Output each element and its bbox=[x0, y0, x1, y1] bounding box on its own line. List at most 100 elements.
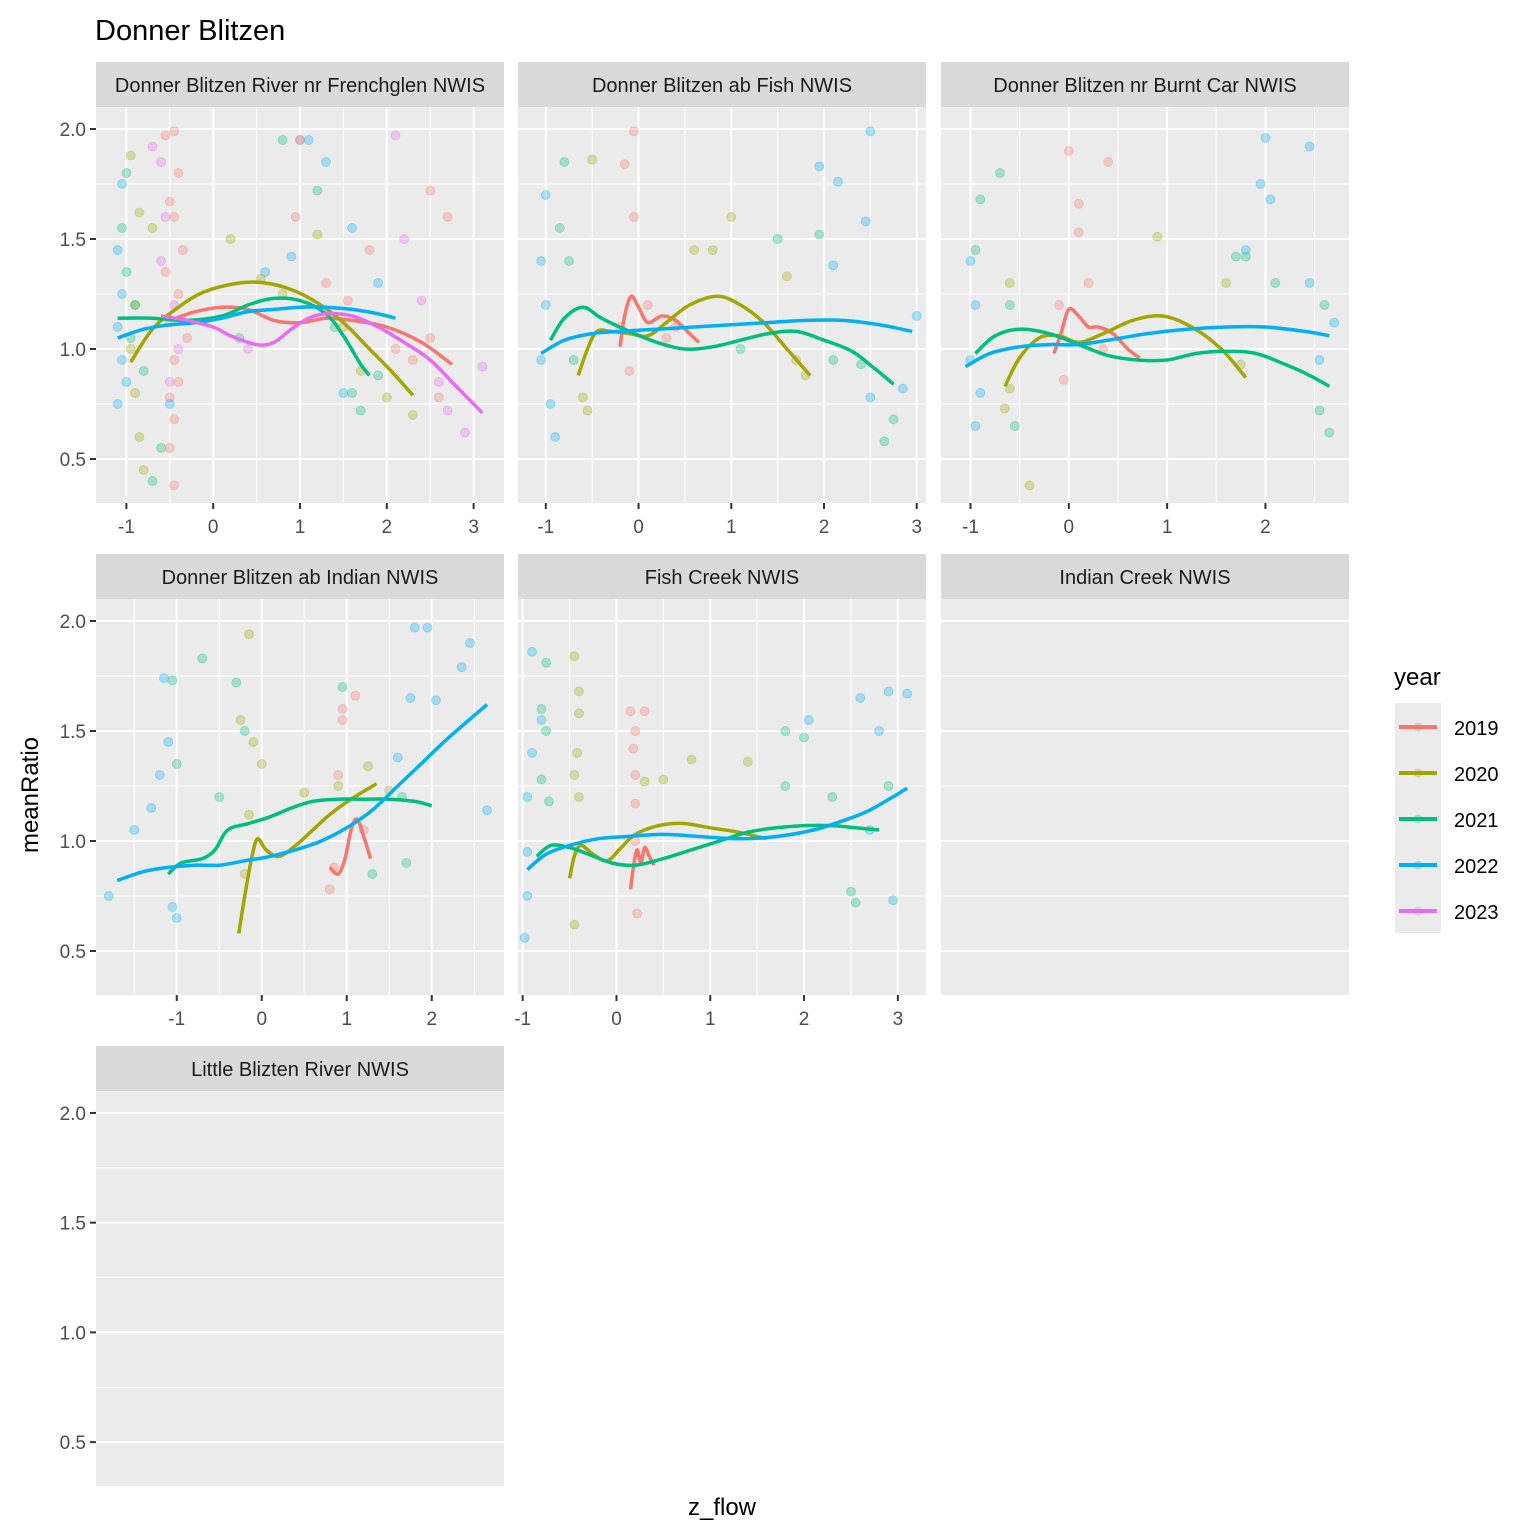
data-point-2021 bbox=[994, 168, 1005, 178]
facet-strip bbox=[96, 62, 504, 107]
facet-panel: Donner Blitzen ab Indian NWIS 0.5 1.0 1.5 2.… bbox=[60, 554, 504, 1030]
smooth-line-2022 bbox=[116, 703, 489, 883]
data-point-2019 bbox=[661, 333, 672, 343]
data-point-2019 bbox=[625, 706, 636, 717]
data-point-2019 bbox=[628, 126, 639, 137]
data-point-2022 bbox=[522, 792, 533, 802]
data-point-2020 bbox=[569, 651, 580, 662]
x-tick-label: 3 bbox=[893, 1009, 904, 1030]
smooth-line-2022 bbox=[540, 318, 913, 355]
data-point-2022 bbox=[536, 256, 547, 266]
facet-strip bbox=[941, 554, 1349, 599]
data-point-2020 bbox=[573, 708, 584, 719]
panel-background bbox=[941, 599, 1349, 995]
data-point-2020 bbox=[407, 410, 418, 420]
data-point-2019 bbox=[407, 355, 418, 365]
data-point-2022 bbox=[1304, 141, 1315, 152]
smooth-line-2020 bbox=[567, 821, 767, 879]
data-point-2020 bbox=[125, 150, 136, 161]
chart-title: Donner Blitzen bbox=[95, 15, 285, 47]
data-point-2022 bbox=[814, 161, 825, 172]
x-tick-label: 0 bbox=[1064, 517, 1075, 538]
panel-background bbox=[518, 599, 926, 995]
data-point-2019 bbox=[1103, 157, 1114, 167]
facet-strip bbox=[96, 1046, 504, 1091]
facet-panel: Donner Blitzen ab Fish NWIS -1 0 1 2 3 bbox=[518, 62, 926, 538]
data-point-2022 bbox=[536, 355, 547, 365]
y-tick-label: 0.5 bbox=[60, 450, 86, 471]
data-point-2020 bbox=[138, 465, 149, 475]
data-point-2020 bbox=[1024, 480, 1035, 491]
smooth-line-2020 bbox=[237, 782, 378, 934]
facet-panel: Indian Creek NWIS bbox=[941, 554, 1349, 995]
data-point-2020 bbox=[147, 223, 158, 233]
data-point-2020 bbox=[130, 388, 141, 398]
data-point-2019 bbox=[630, 770, 641, 780]
data-point-2021 bbox=[156, 443, 167, 453]
data-point-2023 bbox=[295, 135, 305, 145]
x-tick-label: 2 bbox=[799, 1009, 810, 1030]
data-point-2022 bbox=[422, 622, 433, 633]
x-axis-title: z_flow bbox=[688, 1494, 757, 1521]
data-point-2021 bbox=[780, 726, 791, 736]
x-tick-label: 3 bbox=[911, 517, 922, 538]
data-point-2022 bbox=[865, 392, 876, 403]
data-point-2021 bbox=[564, 256, 574, 266]
data-point-2023 bbox=[173, 344, 184, 354]
data-point-2022 bbox=[855, 693, 866, 703]
data-point-2020 bbox=[569, 919, 580, 930]
data-point-2021 bbox=[401, 858, 412, 868]
data-point-2022 bbox=[970, 421, 981, 431]
data-point-2022 bbox=[1265, 194, 1276, 205]
data-point-2022 bbox=[482, 805, 492, 816]
facet-strip-label: Donner Blitzen River nr Frenchglen NWIS bbox=[115, 75, 485, 97]
x-tick-label: 1 bbox=[705, 1009, 716, 1030]
data-point-2020 bbox=[134, 207, 145, 218]
x-tick-label: 0 bbox=[611, 1009, 622, 1030]
data-point-2020 bbox=[572, 748, 583, 758]
data-point-2022 bbox=[373, 278, 384, 288]
data-point-2019 bbox=[1083, 278, 1094, 288]
data-point-2019 bbox=[160, 267, 171, 277]
data-point-2021 bbox=[1230, 251, 1241, 262]
data-point-2020 bbox=[381, 392, 392, 403]
data-point-2019 bbox=[1063, 146, 1074, 156]
smooth-line-2023 bbox=[160, 311, 484, 415]
data-point-2020 bbox=[256, 759, 267, 769]
data-point-2022 bbox=[409, 622, 420, 633]
legend: year 2019 2020 2021 2022 2023 bbox=[1394, 664, 1499, 933]
data-point-2021 bbox=[171, 759, 182, 769]
data-point-2020 bbox=[999, 403, 1010, 414]
data-point-2019 bbox=[425, 185, 436, 196]
data-point-2022 bbox=[883, 686, 894, 697]
data-point-2020 bbox=[248, 737, 259, 747]
data-point-2020 bbox=[235, 715, 246, 725]
legend-key-point bbox=[1413, 906, 1423, 916]
data-point-2019 bbox=[1058, 374, 1069, 385]
data-point-2022 bbox=[260, 267, 271, 277]
data-point-2019 bbox=[173, 289, 184, 299]
smooth-line-2021 bbox=[548, 305, 895, 386]
data-point-2023 bbox=[433, 377, 444, 387]
legend-key-point bbox=[1413, 860, 1423, 870]
y-tick-label: 2.0 bbox=[60, 1104, 86, 1125]
data-point-2019 bbox=[337, 704, 348, 714]
data-point-2022 bbox=[975, 388, 986, 398]
data-point-2023 bbox=[156, 256, 167, 266]
data-point-2019 bbox=[333, 770, 344, 780]
panel-data bbox=[112, 126, 488, 491]
data-point-2022 bbox=[167, 902, 178, 912]
y-tick-label: 2.0 bbox=[60, 120, 86, 141]
facet-panel: Donner Blitzen nr Burnt Car NWIS -1 0 1 2 bbox=[941, 62, 1349, 538]
x-tick-label: 0 bbox=[208, 517, 219, 538]
x-tick-label: 2 bbox=[819, 517, 830, 538]
x-tick-label: 2 bbox=[1260, 517, 1271, 538]
data-point-2022 bbox=[911, 311, 922, 321]
x-tick-label: 0 bbox=[256, 1009, 267, 1030]
data-point-2019 bbox=[337, 715, 348, 725]
smooth-line-2019 bbox=[1052, 306, 1141, 360]
data-point-2022 bbox=[519, 932, 530, 943]
data-point-2022 bbox=[171, 913, 182, 923]
legend-label-2019: 2019 bbox=[1454, 718, 1499, 740]
